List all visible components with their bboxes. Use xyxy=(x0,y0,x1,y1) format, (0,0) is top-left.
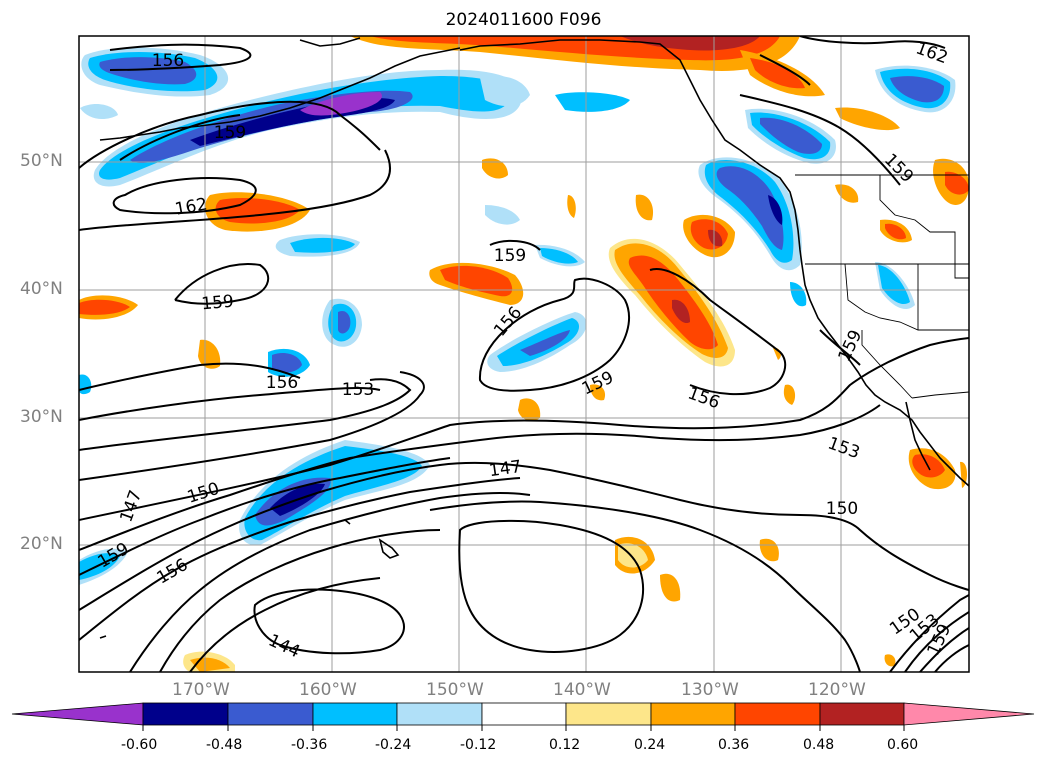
colorbar-tick-label: 0.48 xyxy=(803,737,835,753)
colorbar xyxy=(11,702,1035,731)
contour-label: 156 xyxy=(152,51,184,71)
colorbar-cell xyxy=(734,702,821,726)
colorbar-cell xyxy=(565,702,652,726)
colorbar-cell xyxy=(142,702,229,726)
colorbar-extend-low xyxy=(11,702,144,726)
longitude-label: 170°W xyxy=(172,680,230,700)
latitude-label: 30°N xyxy=(20,407,63,427)
contour-label: 156 xyxy=(153,555,191,589)
height-contours xyxy=(79,36,969,672)
colorbar-tick-label: 0.12 xyxy=(549,737,581,753)
longitude-label: 150°W xyxy=(426,680,484,700)
map-title: 2024011600 F096 xyxy=(445,10,602,30)
contour-label: 147 xyxy=(116,488,146,525)
contour-label: 156 xyxy=(685,383,722,413)
colorbar-tick-label: 0.24 xyxy=(634,737,666,753)
colorbar-tick-label: -0.60 xyxy=(121,737,158,753)
contour-label: 150 xyxy=(826,499,858,519)
latitude-label: 50°N xyxy=(20,151,63,171)
latitude-label: 20°N xyxy=(20,534,63,554)
colorbar-tick-label: 0.60 xyxy=(887,737,919,753)
longitude-label: 120°W xyxy=(808,680,866,700)
colorbar-tick-label: -0.36 xyxy=(291,737,328,753)
contour-label: 144 xyxy=(265,631,303,663)
longitude-label: 130°W xyxy=(681,680,739,700)
contour-label: 162 xyxy=(913,38,950,68)
contour-label: 159 xyxy=(880,150,917,187)
contour-label: 159 xyxy=(201,292,235,315)
map-frame xyxy=(78,35,970,673)
colorbar-cell xyxy=(481,702,567,726)
longitude-label: 140°W xyxy=(553,680,611,700)
latitude-label: 40°N xyxy=(20,279,63,299)
shaded-fields xyxy=(79,36,969,672)
colorbar-tick-label: -0.48 xyxy=(206,737,243,753)
contour-label: 156 xyxy=(266,373,298,393)
colorbar-tick-label: -0.12 xyxy=(460,737,497,753)
contour-label: 147 xyxy=(488,457,523,481)
colorbar-cell xyxy=(227,702,314,726)
graticule xyxy=(79,36,969,672)
contour-label: 159 xyxy=(494,246,526,266)
colorbar-cell xyxy=(819,702,905,726)
colorbar-tick-label: -0.24 xyxy=(375,737,412,753)
colorbar-cell xyxy=(396,702,483,726)
contour-label: 150 xyxy=(185,479,222,508)
colorbar-extend-high xyxy=(903,702,1035,726)
colorbar-tick-label: 0.36 xyxy=(718,737,750,753)
coastlines xyxy=(99,37,969,639)
contour-label: 162 xyxy=(173,194,208,219)
contour-label: 153 xyxy=(342,380,374,400)
colorbar-cell xyxy=(312,702,398,726)
contour-label: 156 xyxy=(490,303,526,341)
contour-label: 159 xyxy=(214,123,246,143)
colorbar-cell xyxy=(650,702,736,726)
longitude-label: 160°W xyxy=(299,680,357,700)
contour-label: 153 xyxy=(825,433,862,463)
